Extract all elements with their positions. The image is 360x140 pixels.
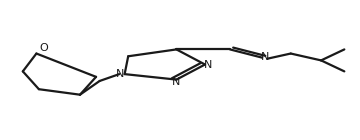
- Text: N: N: [204, 60, 212, 70]
- Text: N: N: [261, 52, 269, 62]
- Text: O: O: [39, 43, 48, 53]
- Text: N: N: [172, 77, 181, 87]
- Text: N: N: [116, 69, 124, 79]
